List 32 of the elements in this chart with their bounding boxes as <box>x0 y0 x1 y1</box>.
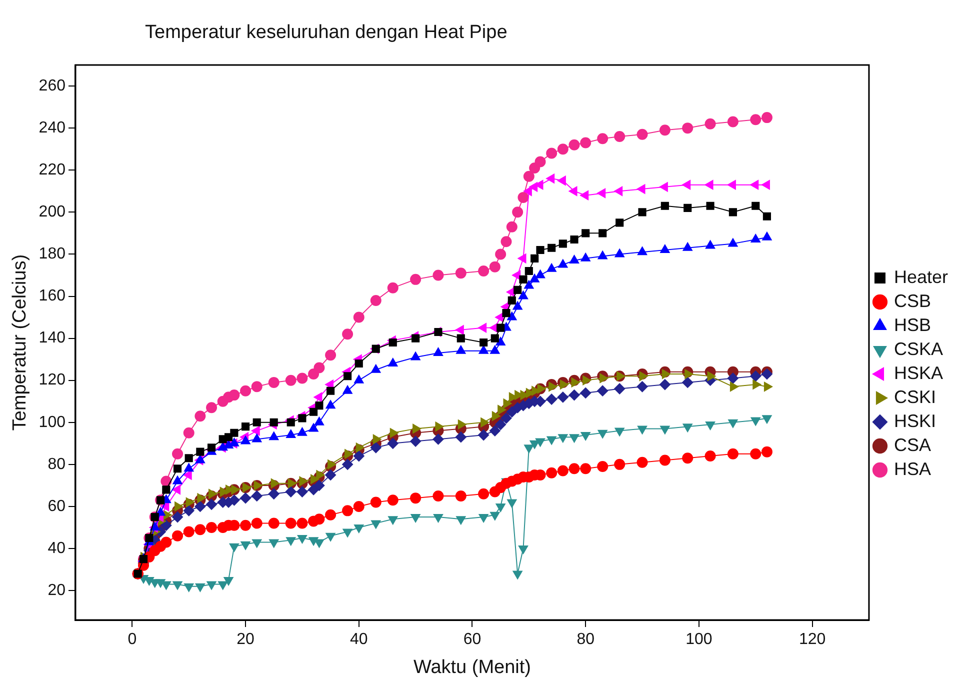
y-axis-title: Temperatur (Celcius) <box>10 254 31 431</box>
legend-label: HSA <box>894 458 931 479</box>
y-tick-label: 220 <box>38 162 66 179</box>
y-tick-label: 40 <box>48 540 66 557</box>
legend-label: CSKI <box>894 386 936 407</box>
y-tick-label: 200 <box>38 204 66 221</box>
legend-label: CSKA <box>894 338 944 359</box>
x-tick-label: 0 <box>128 631 137 648</box>
chart-title: Temperatur keseluruhan dengan Heat Pipe <box>145 22 508 44</box>
legend-label: HSKI <box>894 410 936 431</box>
x-tick-label: 80 <box>576 631 595 648</box>
y-tick-label: 160 <box>38 288 66 305</box>
y-tick-label: 140 <box>38 330 66 347</box>
y-tick-label: 60 <box>48 498 66 515</box>
x-tick-label: 120 <box>798 631 826 648</box>
y-tick-label: 100 <box>38 414 66 431</box>
y-tick-label: 180 <box>38 246 66 263</box>
x-tick-label: 100 <box>686 631 712 648</box>
y-tick-label: 20 <box>48 582 66 599</box>
legend-label: CSB <box>894 290 931 311</box>
x-tick-label: 60 <box>463 631 482 648</box>
y-tick-label: 240 <box>38 119 66 136</box>
y-tick-label: 80 <box>48 456 66 473</box>
legend-label: CSA <box>894 434 931 455</box>
x-tick-label: 40 <box>350 631 368 648</box>
legend-label: HSB <box>894 314 931 335</box>
legend-label: Heater <box>894 266 948 287</box>
x-axis-title: Waktu (Menit) <box>413 656 532 678</box>
legend-label: HSKA <box>894 362 944 383</box>
x-tick-label: 20 <box>236 631 255 648</box>
y-tick-label: 120 <box>38 372 66 389</box>
y-tick-label: 260 <box>38 77 66 94</box>
